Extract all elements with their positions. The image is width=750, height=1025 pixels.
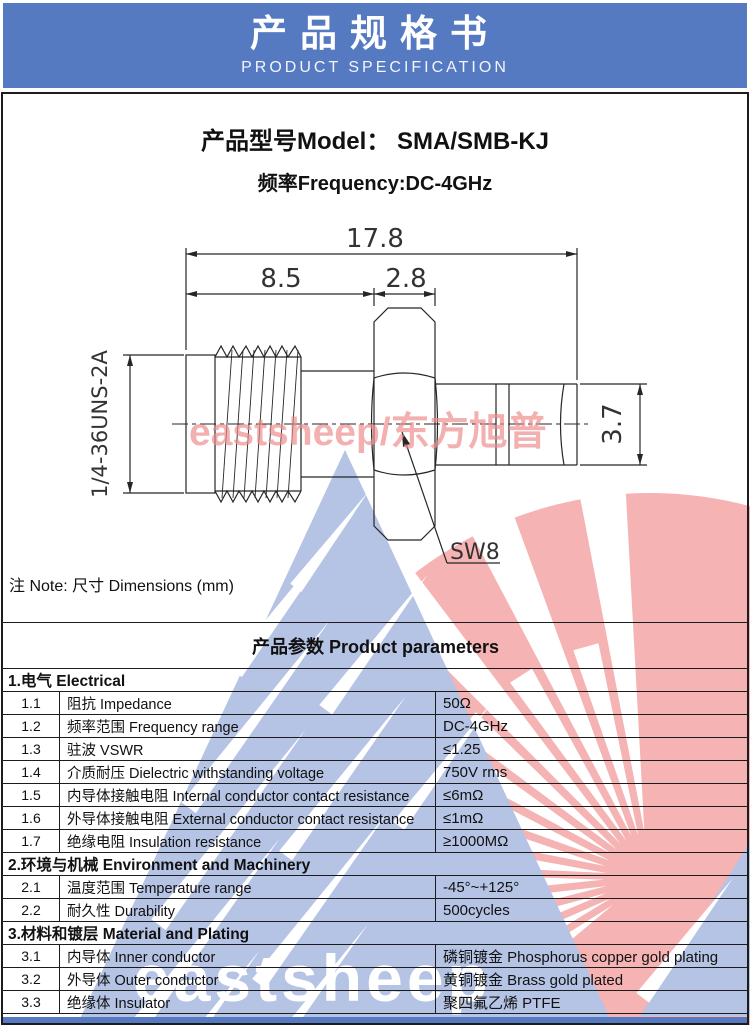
row-number: 1.3 (2, 737, 60, 761)
section-header-row: 1.电气 Electrical (2, 668, 749, 692)
section-header-row: 2.环境与机械 Environment and Machinery (2, 852, 749, 876)
page-subtitle: PRODUCT SPECIFICATION (241, 58, 509, 76)
param-value: ≤1.25 (435, 737, 749, 761)
smb-barrel (435, 383, 578, 466)
dim-overall: 17.8 (185, 224, 578, 380)
table-row: 1.4 介质耐压 Dielectric withstanding voltage 7… (2, 760, 749, 784)
param-name: 驻波 VSWR (59, 737, 436, 761)
table-row: 1.1 阻抗 Impedance 50Ω (2, 691, 749, 715)
page-title: 产品规格书 (250, 13, 500, 55)
param-name: 内导体 Inner conductor (59, 944, 436, 968)
section-header: 1.电气 Electrical (2, 668, 749, 692)
barrel-cap-arc (559, 383, 565, 466)
row-number: 1.2 (2, 714, 60, 738)
wrench-callout: SW8 (401, 431, 500, 565)
table-title: 产品参数 Product parameters (2, 622, 749, 669)
param-name: 阻抗 Impedance (59, 691, 436, 715)
thread-teeth-bottom (214, 489, 302, 504)
table-row: 3.1 内导体 Inner conductor 磷铜镀金 Phosphorus co… (2, 944, 749, 968)
wrench-size-label: SW8 (450, 540, 500, 565)
param-value: 黄铜镀金 Brass gold plated (435, 967, 749, 991)
brand-watermark-text: eastsheep/东方旭普 (189, 411, 547, 454)
blue-streak (290, 492, 368, 592)
table-row: 2.2 耐久性 Durability 500cycles (2, 898, 749, 922)
hex-nut-outline (373, 307, 436, 541)
dim-hex: 2.8 (374, 264, 436, 306)
parameters-table: 产品参数 Product parameters 1.电气 Electrical 1… (2, 622, 749, 1014)
row-number: 2.2 (2, 898, 60, 922)
section-header: 3.材料和镀层 Material and Plating (2, 921, 749, 945)
param-name: 内导体接触电阻 Internal conductor contact resis… (59, 783, 436, 807)
row-number: 1.4 (2, 760, 60, 784)
row-number: 1.7 (2, 829, 60, 853)
leader-arrow-icon (402, 432, 410, 447)
dim-body: 8.5 (186, 264, 375, 306)
param-name: 频率范围 Frequency range (59, 714, 436, 738)
row-number: 1.6 (2, 806, 60, 830)
param-name: 外导体接触电阻 External conductor contact resis… (59, 806, 436, 830)
param-value: ≤6mΩ (435, 783, 749, 807)
row-number: 1.1 (2, 691, 60, 715)
dim-barrel: 3.7 (580, 383, 647, 466)
row-number: 3.2 (2, 967, 60, 991)
dim-overall-label: 17.8 (346, 224, 404, 254)
row-number: 3.3 (2, 990, 60, 1014)
param-name: 介质耐压 Dielectric withstanding voltage (59, 760, 436, 784)
row-number: 2.1 (2, 875, 60, 899)
barrel-groove (495, 384, 510, 465)
table-row: 1.2 频率范围 Frequency range DC-4GHz (2, 714, 749, 738)
section-header: 2.环境与机械 Environment and Machinery (2, 852, 749, 876)
parameters-table-body: 产品参数 Product parameters 1.电气 Electrical 1… (2, 622, 749, 1014)
model-title: 产品型号Model： SMA/SMB-KJ (201, 128, 549, 155)
section-header-row: 3.材料和镀层 Material and Plating (2, 921, 749, 945)
header-banner: 产品规格书 PRODUCT SPECIFICATION (3, 3, 747, 88)
hex-face-bulge (370, 377, 439, 471)
dim-barrel-label: 3.7 (598, 403, 628, 444)
param-value: -45°~+125° (435, 875, 749, 899)
table-row: 1.3 驻波 VSWR ≤1.25 (2, 737, 749, 761)
table-title-row: 产品参数 Product parameters (2, 622, 749, 669)
thread-spec-label: 1/4-36UNS-2A (88, 349, 112, 497)
thread-teeth-top (214, 344, 302, 359)
param-name: 绝缘电阻 Insulation resistance (59, 829, 436, 853)
thread-hatching (221, 349, 299, 499)
param-name: 耐久性 Durability (59, 898, 436, 922)
footer-bar (2, 1017, 748, 1025)
param-value: ≥1000MΩ (435, 829, 749, 853)
row-number: 1.5 (2, 783, 60, 807)
param-name: 绝缘体 Insulator (59, 990, 436, 1014)
dim-thread: 1/4-36UNS-2A (88, 349, 184, 498)
dim-hex-label: 2.8 (385, 264, 426, 294)
param-value: DC-4GHz (435, 714, 749, 738)
param-name: 温度范围 Temperature range (59, 875, 436, 899)
body-section (301, 370, 374, 478)
table-row: 3.3 绝缘体 Insulator 聚四氟乙烯 PTFE (2, 990, 749, 1014)
param-name: 外导体 Outer conductor (59, 967, 436, 991)
table-row: 1.5 内导体接触电阻 Internal conductor contact re… (2, 783, 749, 807)
param-value: 750V rms (435, 760, 749, 784)
param-value: ≤1mΩ (435, 806, 749, 830)
dimensions-note: 注 Note: 尺寸 Dimensions (mm) (9, 578, 234, 595)
param-value: 聚四氟乙烯 PTFE (435, 990, 749, 1014)
frequency-title: 频率Frequency:DC-4GHz (257, 173, 493, 195)
sma-flange (185, 354, 216, 494)
dim-body-label: 8.5 (260, 264, 301, 294)
table-row: 2.1 温度范围 Temperature range -45°~+125° (2, 875, 749, 899)
table-row: 1.7 绝缘电阻 Insulation resistance ≥1000MΩ (2, 829, 749, 853)
param-value: 磷铜镀金 Phosphorus copper gold plating (435, 944, 749, 968)
table-row: 3.2 外导体 Outer conductor 黄铜镀金 Brass gold pl… (2, 967, 749, 991)
table-row: 1.6 外导体接触电阻 External conductor contact re… (2, 806, 749, 830)
hex-face-lines (373, 372, 436, 476)
row-number: 3.1 (2, 944, 60, 968)
param-value: 50Ω (435, 691, 749, 715)
param-value: 500cycles (435, 898, 749, 922)
